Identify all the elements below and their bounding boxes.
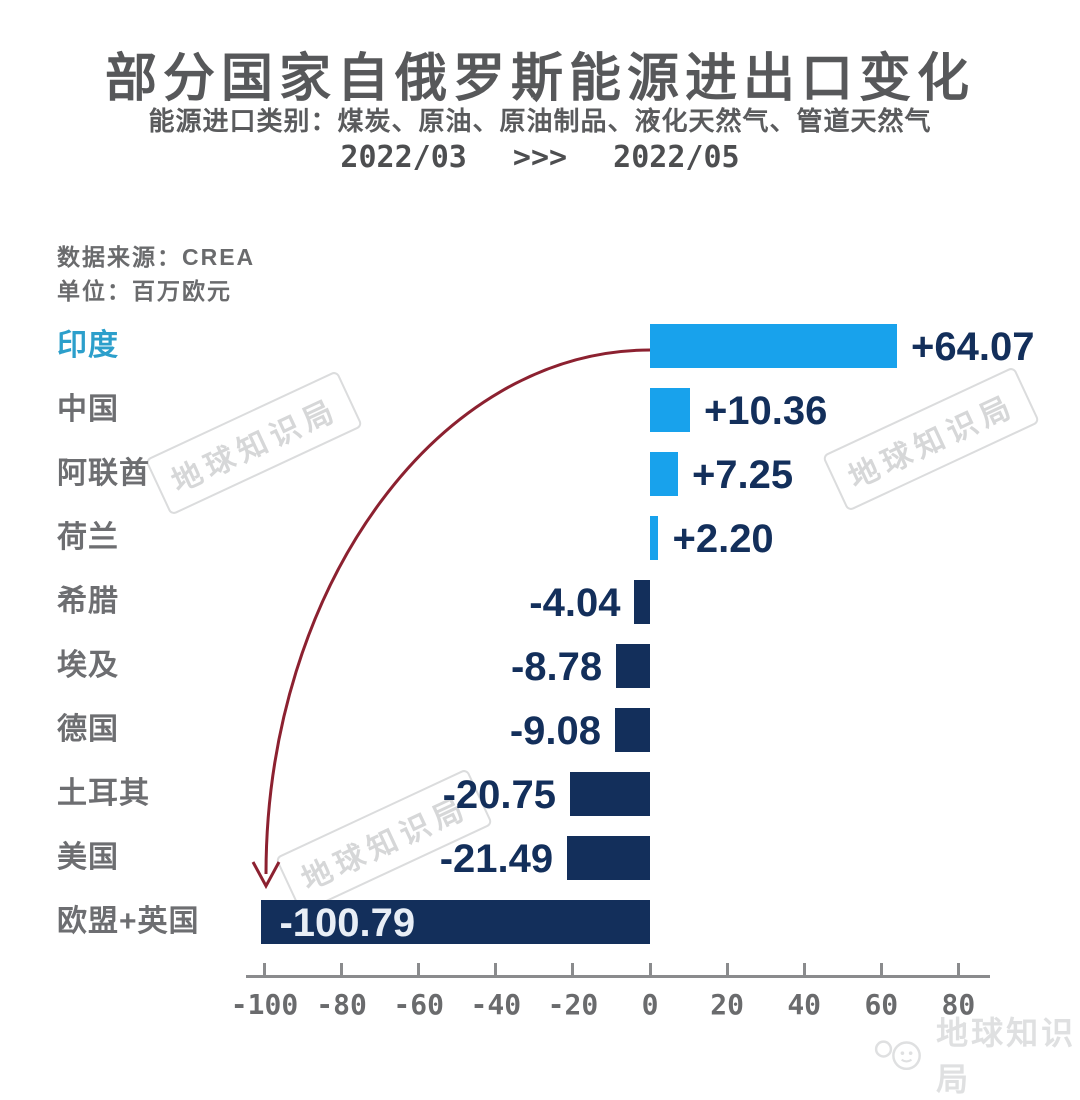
axis-tick-label: 20 bbox=[710, 988, 744, 1021]
category-label: 中国 bbox=[57, 393, 119, 426]
axis-tick-label: 80 bbox=[941, 988, 976, 1021]
category-label: 印度 bbox=[57, 329, 119, 362]
unit-label: 单位：百万欧元 bbox=[57, 278, 232, 304]
axis-tick-label: -100 bbox=[230, 988, 299, 1021]
axis-tick-label: 60 bbox=[864, 988, 899, 1021]
value-label: +10.36 bbox=[703, 389, 828, 433]
axis-tick bbox=[802, 963, 806, 975]
value-label: +64.07 bbox=[910, 325, 1035, 369]
bar bbox=[570, 772, 650, 816]
category-label: 荷兰 bbox=[57, 521, 119, 554]
x-axis-line bbox=[246, 975, 990, 978]
axis-tick bbox=[725, 963, 729, 975]
value-label: -20.75 bbox=[442, 773, 557, 817]
category-label: 阿联酋 bbox=[57, 457, 150, 490]
axis-tick bbox=[956, 963, 960, 975]
category-label: 希腊 bbox=[57, 585, 119, 618]
bar bbox=[650, 324, 897, 368]
axis-tick bbox=[417, 963, 421, 975]
value-label: -21.49 bbox=[439, 837, 554, 881]
axis-tick-label: 0 bbox=[641, 988, 659, 1021]
axis-tick bbox=[648, 963, 652, 975]
value-label: -4.04 bbox=[529, 581, 621, 625]
bar bbox=[261, 900, 650, 944]
data-source-label: 数据来源：CREA bbox=[57, 244, 256, 270]
axis-tick-label: -80 bbox=[316, 988, 367, 1021]
bar bbox=[650, 452, 678, 496]
category-label: 德国 bbox=[57, 713, 119, 746]
axis-tick-label: -20 bbox=[547, 988, 599, 1021]
globe-mascot-icon bbox=[874, 1040, 921, 1071]
value-label: +7.25 bbox=[691, 453, 794, 497]
value-label: -100.79 bbox=[279, 901, 416, 945]
bar bbox=[634, 580, 650, 624]
axis-tick bbox=[879, 963, 883, 975]
axis-tick-label: 40 bbox=[787, 988, 822, 1021]
period-line: 2022/03 >>> 2022/05 bbox=[0, 140, 1080, 175]
axis-tick-label: -40 bbox=[470, 988, 522, 1021]
publisher-logo-text: 地球知识局 bbox=[936, 1015, 1077, 1097]
value-label: -8.78 bbox=[510, 645, 603, 689]
category-label: 埃及 bbox=[57, 649, 119, 682]
bar bbox=[567, 836, 650, 880]
value-label: -9.08 bbox=[509, 709, 601, 753]
bar bbox=[614, 708, 650, 752]
bar bbox=[650, 516, 659, 560]
axis-tick bbox=[571, 963, 575, 975]
axis-tick bbox=[494, 963, 498, 975]
publisher-logo: 地球知识局 bbox=[872, 1008, 1080, 1100]
category-label: 土耳其 bbox=[57, 777, 150, 810]
period-arrow-icon: >>> bbox=[512, 140, 568, 175]
value-label: +2.20 bbox=[672, 517, 774, 561]
category-label: 美国 bbox=[57, 841, 119, 874]
bar bbox=[616, 644, 650, 688]
period-to: 2022/05 bbox=[613, 140, 740, 175]
axis-tick bbox=[263, 963, 266, 975]
category-label: 欧盟+英国 bbox=[57, 905, 200, 938]
page-title: 部分国家自俄罗斯能源进出口变化 bbox=[104, 50, 975, 108]
axis-tick-label: -60 bbox=[393, 988, 444, 1021]
axis-tick bbox=[340, 963, 344, 975]
bar bbox=[650, 388, 690, 432]
chart-subtitle: 能源进口类别：煤炭、原油、原油制品、液化天然气、管道天然气 bbox=[148, 106, 932, 136]
period-from: 2022/03 bbox=[340, 140, 467, 175]
